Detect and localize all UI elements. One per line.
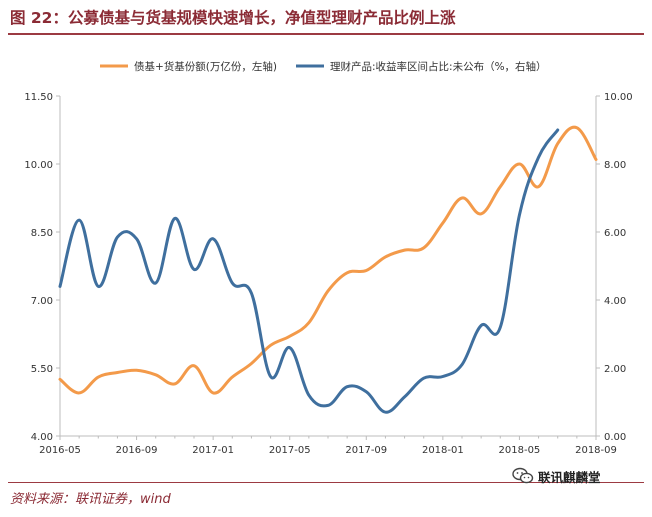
chart-series (58, 125, 598, 414)
chart-title: 图 22：公募债基与货基规模快速增长，净值型理财产品比例上涨 (10, 9, 456, 27)
line-chart: 债基+货基份额(万亿份，左轴) 理财产品:收益率区间占比:未公布（%，右轴） 4.… (24, 60, 632, 456)
right-tick-label: 2.00 (604, 364, 626, 375)
watermark-text: 联讯麒麟堂 (538, 469, 601, 485)
right-tick-label: 0.00 (604, 432, 626, 443)
title-rule (8, 33, 644, 35)
legend-item-wealth-ratio: 理财产品:收益率区间占比:未公布（%，右轴） (296, 60, 547, 73)
x-tick-label: 2017-05 (269, 445, 311, 456)
left-tick-label: 7.00 (31, 296, 53, 307)
source-rule (8, 482, 644, 483)
x-tick-label: 2016-05 (39, 445, 81, 456)
x-tick-label: 2018-05 (499, 445, 541, 456)
chart-axes: 4.00 5.50 7.00 8.50 10.00 11.50 0.00 2.00 4.00 6.… (24, 92, 632, 456)
right-tick-label: 6.00 (604, 228, 626, 239)
right-tick-label: 10.00 (604, 92, 633, 103)
chart-legend: 债基+货基份额(万亿份，左轴) 理财产品:收益率区间占比:未公布（%，右轴） (100, 60, 547, 73)
x-tick-label: 2016-09 (116, 445, 158, 456)
legend-label: 债基+货基份额(万亿份，左轴) (134, 60, 277, 73)
right-tick-label: 8.00 (604, 160, 626, 171)
legend-label: 理财产品:收益率区间占比:未公布（%，右轴） (330, 60, 547, 73)
left-tick-label: 10.00 (24, 160, 53, 171)
x-tick-label: 2018-09 (575, 445, 617, 456)
x-tick-label: 2017-09 (345, 445, 387, 456)
right-tick-label: 4.00 (604, 296, 626, 307)
left-tick-label: 8.50 (31, 228, 53, 239)
series-line-wealth-ratio (58, 128, 560, 414)
left-tick-label: 4.00 (31, 432, 53, 443)
source-note: 资料来源：联讯证券，wind (10, 492, 171, 507)
left-tick-label: 11.50 (24, 92, 53, 103)
series-line-fund-shares (58, 125, 598, 395)
x-tick-label: 2018-01 (422, 445, 464, 456)
watermark: 联讯麒麟堂 (512, 466, 601, 486)
left-tick-label: 5.50 (31, 364, 53, 375)
x-tick-label: 2017-01 (192, 445, 234, 456)
legend-item-fund-shares: 债基+货基份额(万亿份，左轴) (100, 60, 277, 73)
wechat-icon (512, 467, 534, 484)
